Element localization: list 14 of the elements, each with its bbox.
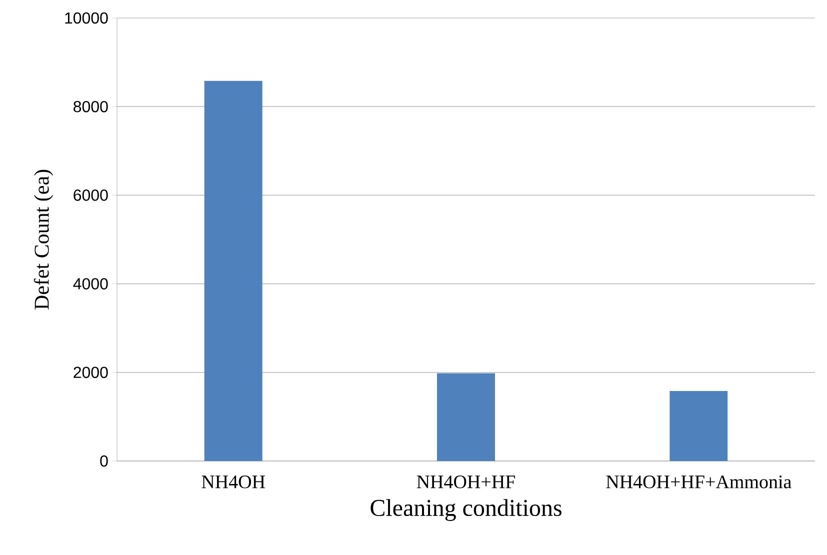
x-tick-label: NH4OH+HF [416, 476, 515, 488]
y-tick-label: 10000 [65, 12, 108, 24]
bar [670, 391, 728, 461]
y-axis-title: Defet Count (ea) [34, 170, 54, 310]
y-tick-label: 2000 [74, 366, 108, 378]
y-tick-label: 0 [100, 455, 108, 467]
bar [437, 373, 496, 461]
y-tick-label: 4000 [73, 278, 108, 290]
x-tick-label: NH4OH+HF+Ammonia [606, 476, 792, 488]
y-tick-label: 6000 [74, 190, 108, 201]
bar [204, 80, 262, 461]
x-axis-title: Cleaning conditions [370, 499, 562, 521]
y-tick-label: 8000 [74, 100, 108, 112]
x-tick-label: NH4OH [202, 476, 265, 488]
